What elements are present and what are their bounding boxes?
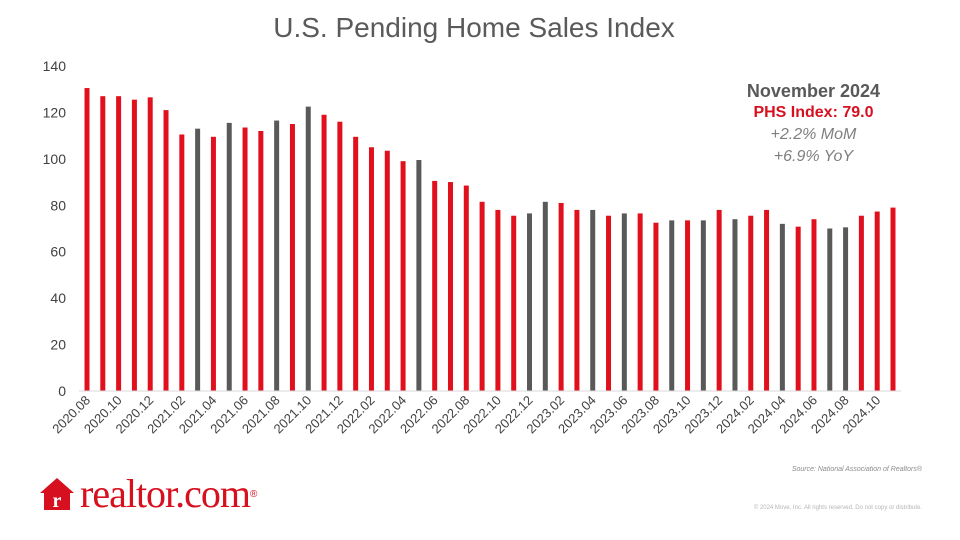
bar <box>748 215 754 391</box>
bar <box>337 121 343 391</box>
bar <box>811 219 817 391</box>
bar <box>511 215 517 391</box>
bar <box>432 180 438 391</box>
y-tick-label: 0 <box>58 383 66 399</box>
latest-reading-annotation: November 2024 PHS Index: 79.0 +2.2% MoM … <box>747 80 880 168</box>
y-tick-label: 100 <box>43 151 67 167</box>
annotation-mom: +2.2% MoM <box>770 126 857 143</box>
bar <box>795 226 801 391</box>
bar <box>305 106 311 391</box>
bar <box>384 150 390 391</box>
y-tick-label: 60 <box>50 244 66 260</box>
bar <box>289 124 295 392</box>
bar <box>84 88 90 391</box>
bar <box>495 209 501 391</box>
logo-registered-mark: ® <box>250 488 258 500</box>
annotation-date: November 2024 <box>746 81 880 101</box>
bar <box>669 220 675 391</box>
svg-text:r: r <box>53 490 62 512</box>
bar <box>321 114 327 391</box>
bar <box>874 211 880 391</box>
y-tick-label: 80 <box>50 197 66 213</box>
bar <box>131 99 137 392</box>
bar <box>716 209 722 391</box>
bar <box>558 202 564 391</box>
bar <box>463 185 469 391</box>
y-axis-ticks: 0 20 40 60 80 100 120 140 <box>43 58 67 399</box>
annotation-index: PHS Index: 79.0 <box>753 104 874 121</box>
bar <box>242 127 248 392</box>
y-tick-label: 140 <box>43 58 67 74</box>
bar <box>542 201 548 391</box>
bar <box>700 220 706 391</box>
bar <box>574 209 580 391</box>
bar <box>353 136 359 391</box>
bar <box>779 223 785 391</box>
bar <box>447 182 453 391</box>
bar <box>590 209 596 391</box>
bar <box>858 215 864 391</box>
bar <box>843 227 849 391</box>
y-tick-label: 20 <box>50 337 66 353</box>
source-note: Source: National Association of Realtors… <box>791 466 922 473</box>
bar <box>100 96 106 391</box>
bar <box>764 209 770 391</box>
copyright-note: © 2024 Move, Inc. All rights reserved. D… <box>753 505 922 511</box>
bar <box>163 110 169 391</box>
bar <box>416 160 422 391</box>
bar <box>606 215 612 391</box>
bar <box>274 120 280 391</box>
house-r-icon: r <box>40 478 74 512</box>
bar <box>479 201 485 391</box>
bar <box>400 161 406 391</box>
y-tick-label: 40 <box>50 290 66 306</box>
bar <box>368 147 374 391</box>
bar <box>527 213 533 391</box>
bar <box>732 219 738 391</box>
bar <box>653 222 659 391</box>
bar <box>226 122 232 391</box>
chart-title: U.S. Pending Home Sales Index <box>273 12 675 43</box>
logo-wordmark: realtor.com <box>80 471 251 516</box>
y-tick-label: 120 <box>43 104 67 120</box>
bar <box>637 213 643 391</box>
bar <box>179 134 185 391</box>
x-axis-ticks: 2020.082020.102020.122021.022021.042021.… <box>49 393 883 437</box>
realtor-logo: r realtor.com ® <box>38 474 257 514</box>
bar <box>890 207 896 391</box>
bar <box>210 136 216 391</box>
bar <box>258 131 264 391</box>
bar <box>116 96 122 391</box>
bar <box>147 97 153 391</box>
annotation-yoy: +6.9% YoY <box>773 148 854 165</box>
bar <box>621 213 627 391</box>
bars <box>84 88 896 392</box>
bar <box>685 220 691 391</box>
bar <box>827 228 833 391</box>
bar <box>195 128 201 391</box>
